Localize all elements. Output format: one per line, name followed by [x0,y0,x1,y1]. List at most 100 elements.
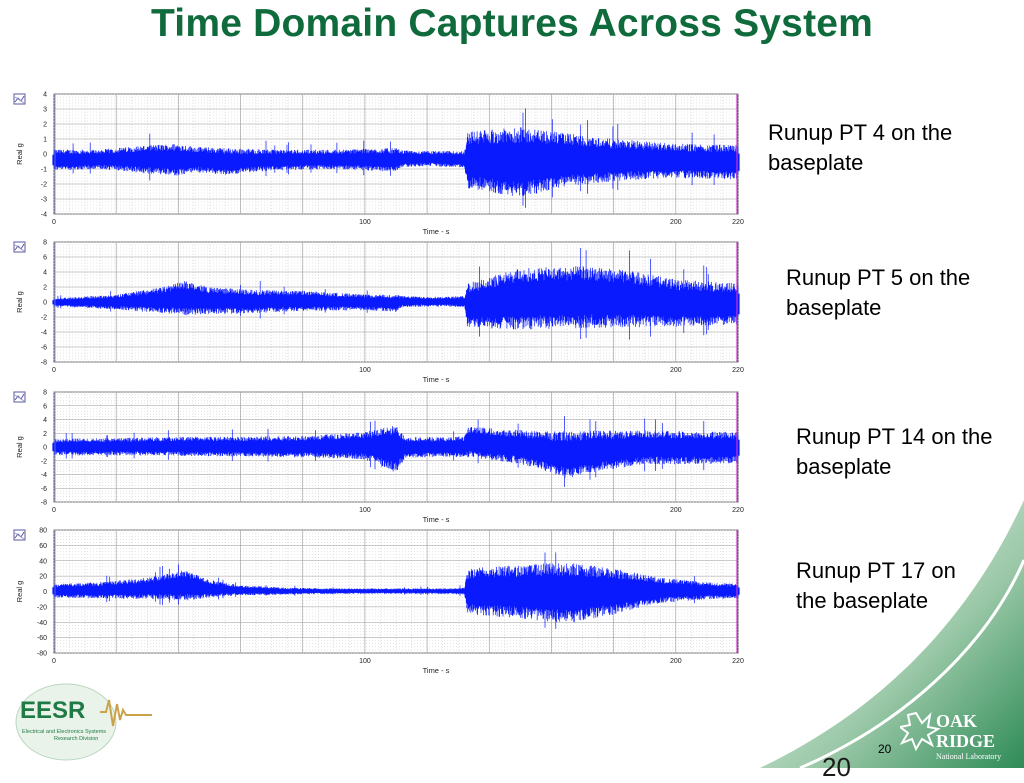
y-tick-label: -20 [37,604,47,611]
y-tick-label: 3 [43,107,47,114]
signal-trace [52,108,740,208]
y-tick-label: 4 [43,92,47,99]
y-tick-label: -8 [41,360,47,367]
y-tick-labels: 4 3 2 1 0 -1 -2 -3 -4 [41,92,47,219]
chart-toolbar-icon[interactable] [13,391,26,403]
y-axis-label: Real g [15,581,24,603]
y-tick-label: -3 [41,197,47,204]
y-tick-label: -4 [41,330,47,337]
x-tick-label: 200 [670,219,682,226]
trace-core [52,577,740,609]
x-tick-labels: 0 100 200 220 [52,658,744,665]
y-tick-label: 6 [43,255,47,262]
trace-core [52,281,740,317]
y-tick-label: -80 [37,651,47,658]
x-tick-label: 0 [52,367,56,374]
chart-pt14: 8 6 4 2 0 -2 -4 -6 -8 0 100 200 220 Time - s Real g [13,390,744,524]
y-tick-label: 4 [43,417,47,424]
y-tick-label: 0 [43,589,47,596]
y-axis-label: Real g [15,143,24,165]
caption-pt14: Runup PT 14 on the baseplate [796,424,993,479]
y-tick-label: 0 [43,152,47,159]
y-tick-label: 4 [43,270,47,277]
x-tick-label: 200 [670,658,682,665]
chart-toolbar-icon[interactable] [13,529,26,541]
y-tick-label: 2 [43,285,47,292]
x-tick-label: 200 [670,367,682,374]
y-tick-label: 8 [43,240,47,247]
y-tick-labels: 8 6 4 2 0 -2 -4 -6 -8 [41,240,47,367]
chart-pt5: 8 6 4 2 0 -2 -4 -6 -8 0 100 200 220 Time - s Real g [13,240,744,384]
slide-title: Time Domain Captures Across System [150,2,874,45]
y-tick-label: 20 [39,574,47,581]
y-tick-label: 1 [43,137,47,144]
eesr-logo-line1: Electrical and Electronics Systems [22,729,106,735]
x-tick-label: 220 [732,367,744,374]
x-axis-label: Time - s [423,375,450,384]
eesr-logo: EESR Electrical and Electronics Systems … [14,682,154,762]
ornl-logo-line2: RIDGE [936,731,995,751]
y-tick-label: 80 [39,528,47,535]
signal-trace [52,248,740,340]
y-tick-label: -6 [41,345,47,352]
y-tick-label: 8 [43,390,47,397]
y-tick-label: -8 [41,500,47,507]
x-tick-labels: 0 100 200 220 [52,219,744,226]
caption-pt17: Runup PT 17 on the baseplate [796,558,956,613]
plot-pt14: 8 6 4 2 0 -2 -4 -6 -8 0 100 200 220 Time - s Real g [10,386,750,528]
y-tick-label: 60 [39,543,47,550]
caption-pt4: Runup PT 4 on the baseplate [768,120,953,175]
y-tick-label: -4 [41,212,47,219]
y-tick-label: -1 [41,167,47,174]
x-tick-label: 220 [732,507,744,514]
ornl-logo-line3: National Laboratory [936,752,1001,761]
trace-core [52,434,740,467]
y-tick-label: -2 [41,458,47,465]
x-tick-label: 100 [359,507,371,514]
eesr-logo-line2: Research Division [54,736,98,742]
y-tick-label: 40 [39,558,47,565]
x-tick-label: 100 [359,367,371,374]
x-tick-labels: 0 100 200 220 [52,367,744,374]
signal-trace [52,416,740,487]
caption-pt5: Runup PT 5 on the baseplate [786,265,971,320]
trace-core [52,144,740,180]
y-tick-label: -4 [41,472,47,479]
x-tick-label: 0 [52,658,56,665]
y-tick-label: 0 [43,300,47,307]
y-tick-label: 2 [43,122,47,129]
x-tick-label: 100 [359,658,371,665]
y-tick-label: 6 [43,403,47,410]
y-tick-labels: 80 60 40 20 0 -20 -40 -60 -80 [37,528,47,658]
x-axis-label: Time - s [423,227,450,236]
ornl-logo-line1: OAK [936,711,977,731]
x-tick-label: 0 [52,507,56,514]
chart-toolbar-icon[interactable] [13,241,26,253]
slide-number: 20 [878,742,892,756]
y-tick-label: -40 [37,620,47,627]
x-tick-labels: 0 100 200 220 [52,507,744,514]
plot-pt4: 4 3 2 1 0 -1 -2 -3 -4 0 100 200 220 Time - s Real g [10,88,750,240]
x-tick-label: 100 [359,219,371,226]
y-tick-label: 0 [43,445,47,452]
y-tick-label: -60 [37,635,47,642]
eesr-logo-name: EESR [20,697,85,724]
y-tick-labels: 8 6 4 2 0 -2 -4 -6 -8 [41,390,47,507]
x-tick-label: 220 [732,219,744,226]
plot-pt5: 8 6 4 2 0 -2 -4 -6 -8 0 100 200 220 Time - s Real g [10,236,750,388]
y-axis-label: Real g [15,291,24,313]
x-tick-label: 0 [52,219,56,226]
x-tick-label: 200 [670,507,682,514]
chart-toolbar-icon[interactable] [13,93,26,105]
y-axis-label: Real g [15,436,24,458]
x-axis-label: Time - s [423,666,450,675]
y-tick-label: 2 [43,431,47,438]
signal-trace [52,552,740,629]
y-tick-label: -2 [41,315,47,322]
x-tick-label: 220 [732,658,744,665]
x-axis-label: Time - s [423,515,450,524]
y-tick-label: -2 [41,182,47,189]
